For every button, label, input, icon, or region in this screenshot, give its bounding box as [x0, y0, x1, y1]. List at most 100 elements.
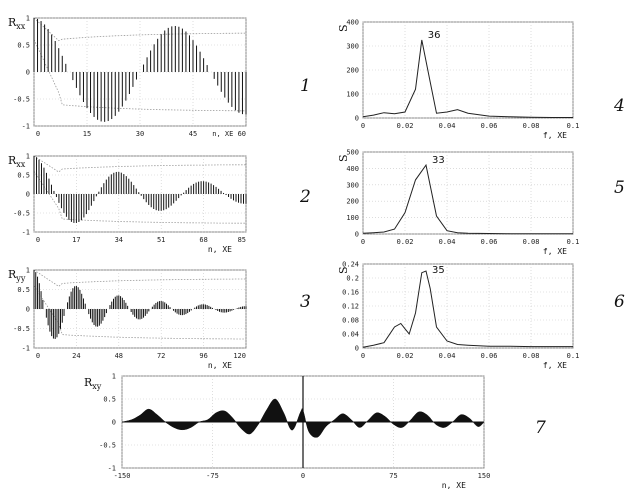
chart-5-svg: 500 400 300 200 100 00 0.02 0.04 0.06 0.08 0.1f, Х…	[337, 149, 580, 257]
x-tick-label: 120	[233, 352, 246, 360]
y-tick-label: 0.16	[342, 289, 359, 297]
x-tick-label: 34	[115, 236, 123, 244]
envelope-lower	[33, 285, 246, 340]
x-tick-label: 15	[83, 130, 91, 138]
envelope-lower	[33, 170, 246, 224]
x-tick-label: 96	[199, 352, 207, 360]
x-axis-label: f, ХЕ	[543, 247, 567, 256]
x-tick-label: 30	[136, 130, 144, 138]
panel-number-1: 1	[300, 76, 311, 96]
x-tick-label: 0	[36, 236, 40, 244]
y-axis-label: Rxx	[8, 154, 26, 169]
x-tick-label: 17	[72, 236, 80, 244]
x-tick-label: 85	[238, 236, 246, 244]
y-tick-label: 0.08	[342, 317, 359, 325]
x-tick-label: 0	[361, 352, 365, 360]
y-tick-label: 0	[112, 419, 116, 427]
x-tick-label: 0.1	[567, 238, 580, 246]
x-tick-label: n, ХЕ 60	[212, 130, 246, 138]
spectrum-line	[362, 39, 573, 118]
x-axis-label: f, ХЕ	[543, 361, 567, 370]
x-tick-label: 0.08	[523, 122, 540, 130]
y-tick-label: 200	[346, 198, 359, 206]
envelope-upper	[33, 17, 247, 42]
x-tick-label: 0.02	[397, 238, 414, 246]
plot-frame	[362, 151, 574, 235]
x-tick-label: 0.04	[439, 122, 456, 130]
y-tick-label: -0.5	[99, 442, 116, 450]
x-tick-label: 0.08	[523, 238, 540, 246]
peak-annotation: 36	[428, 30, 441, 41]
chart-1-svg: 1 0.5 0 -0.5 -1 0 15 30 45 n, ХЕ 60 Rxx	[8, 15, 247, 138]
y-tick-label: 0	[26, 306, 30, 314]
x-tick-label: 68	[199, 236, 207, 244]
y-tick-label: 300	[346, 181, 359, 189]
y-tick-label: 1	[112, 373, 116, 381]
x-tick-label: 0	[36, 352, 40, 360]
chart-4-svg: 400 300 200 100 00 0.02 0.04 0.06 0.08 0.1f, ХЕ S 3…	[337, 19, 580, 141]
y-tick-label: -0.5	[13, 210, 30, 218]
y-tick-label: -1	[22, 123, 30, 131]
x-tick-label: 0	[361, 122, 365, 130]
y-tick-label: 0.2	[346, 275, 359, 283]
y-tick-label: 0	[355, 115, 359, 123]
envelope-lower	[33, 39, 247, 112]
y-tick-label: 500	[346, 149, 359, 157]
x-tick-label: 48	[115, 352, 123, 360]
y-tick-label: 0.04	[342, 331, 359, 339]
x-tick-label: 0	[361, 238, 365, 246]
chart-6-spectrum: 0.24 0.2 0.16 0.12 0.08 0.04 0 0 0.02 0.04 0.06 0.0…	[335, 258, 585, 371]
chart-3-ryy: 1 0.5 0 -0.5 -1 0 24 48 72 96 120 n, ХЕ Ryy	[0, 256, 270, 370]
x-tick-label: 0	[36, 130, 40, 138]
y-tick-label: 100	[346, 91, 359, 99]
y-tick-label: 300	[346, 43, 359, 51]
x-tick-label: 0.04	[439, 238, 456, 246]
spectrum-line	[362, 270, 573, 348]
y-tick-label: 200	[346, 67, 359, 75]
y-axis-label: S	[337, 24, 350, 32]
x-tick-label: 0	[301, 472, 305, 480]
y-tick-label: 1	[26, 267, 30, 275]
x-tick-label: 0.06	[481, 238, 498, 246]
chart-6-svg: 0.24 0.2 0.16 0.12 0.08 0.04 00 0.02 0.04 0.06 0.0…	[337, 261, 580, 371]
y-tick-label: 0.5	[103, 396, 116, 404]
y-tick-label: -1	[22, 345, 30, 353]
y-tick-label: 1	[26, 153, 30, 161]
panel-number-6: 6	[614, 292, 625, 312]
chart-7-svg: 1 0.5 0 -0.5 -1-150 -75 0 75 150 n, ХЕ Rxy	[84, 373, 491, 491]
x-axis-label: n, ХЕ	[442, 481, 466, 490]
y-tick-label: 400	[346, 19, 359, 27]
y-tick-label: 0.5	[17, 172, 30, 180]
y-axis-label: S	[337, 266, 350, 274]
panel-number-2: 2	[300, 187, 311, 207]
peak-annotation: 35	[432, 265, 445, 276]
y-axis-label: Ryy	[8, 268, 26, 283]
y-tick-label: 0.24	[342, 261, 359, 269]
y-tick-label: 1	[26, 15, 30, 23]
y-tick-label: 0	[355, 345, 359, 353]
x-tick-label: 0.04	[439, 352, 456, 360]
chart-4-spectrum: 400 300 200 100 0 0 0.02 0.04 0.06 0.08 0.1 f, ХЕ S 3…	[335, 14, 585, 141]
x-tick-label: -150	[114, 472, 131, 480]
chart-7-rxy: 1 0.5 0 -0.5 -1 -150 -75 0 75 150 n, ХЕ Rxy	[80, 368, 500, 494]
x-tick-label: 0.06	[481, 352, 498, 360]
chart-2-svg: 1 0.5 0 -0.5 -1 0 17 34 51 68 85 n, ХЕ Rxx	[8, 153, 247, 254]
x-axis-label: n, ХЕ	[208, 245, 232, 254]
x-tick-label: 0.1	[567, 122, 580, 130]
y-tick-label: 0.5	[17, 286, 30, 294]
x-tick-label: 75	[389, 472, 397, 480]
y-tick-label: 0.5	[17, 42, 30, 50]
x-axis-label: n, ХЕ	[208, 361, 232, 370]
x-tick-label: 0.02	[397, 352, 414, 360]
spectrum-line	[362, 163, 573, 235]
x-tick-label: 150	[478, 472, 491, 480]
y-tick-label: -1	[108, 465, 116, 473]
x-tick-label: 0.1	[567, 352, 580, 360]
envelope-upper	[33, 269, 246, 287]
y-tick-label: -0.5	[13, 96, 30, 104]
panel-number-3: 3	[300, 292, 311, 312]
y-tick-label: 0	[355, 231, 359, 239]
x-tick-label: 45	[189, 130, 197, 138]
y-axis-label: S	[337, 154, 350, 162]
